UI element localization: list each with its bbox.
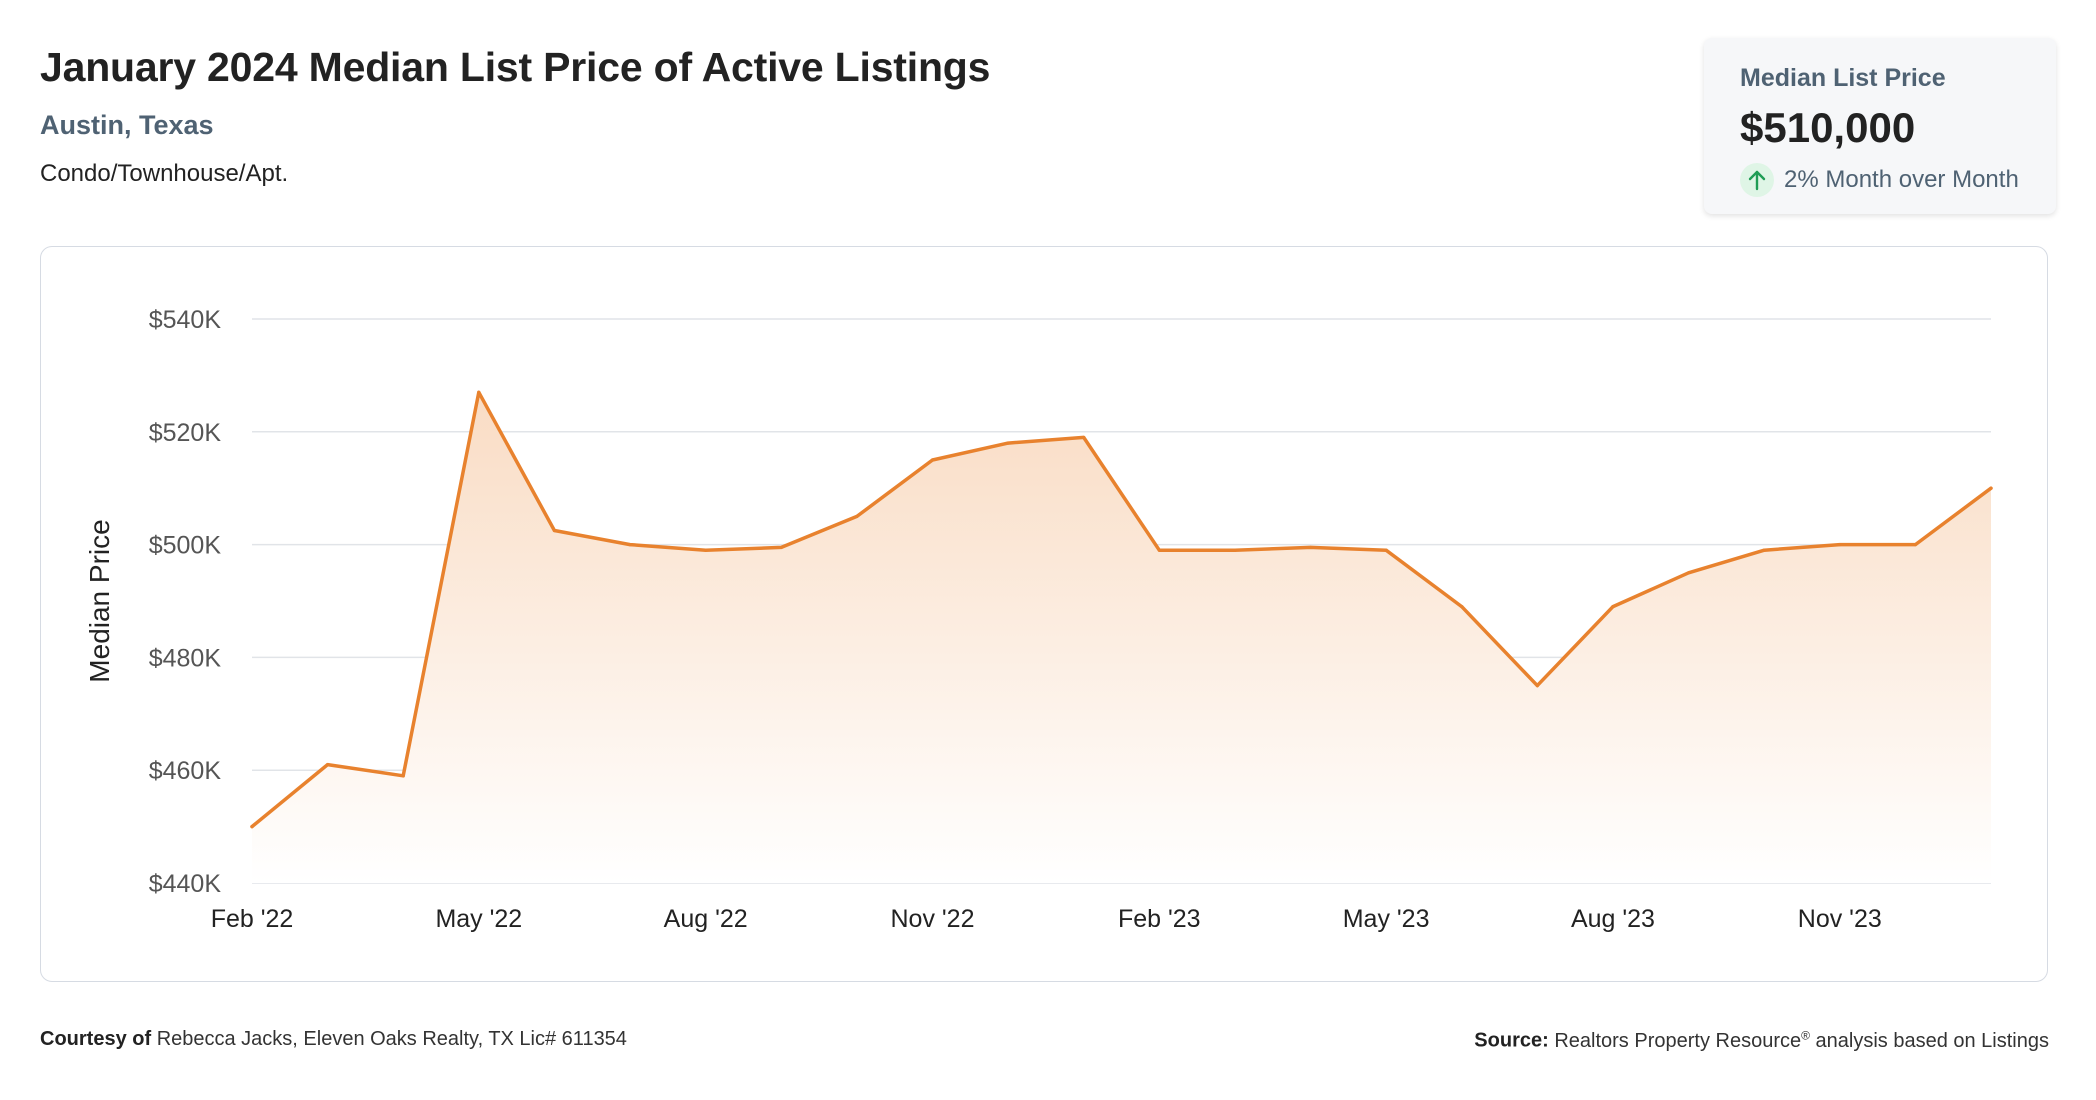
data-point xyxy=(1762,548,1766,552)
data-point xyxy=(704,548,708,552)
footer-source: Source: Realtors Property Resource® anal… xyxy=(1474,1028,2049,1053)
x-axis-ticks: Feb '22 May '22 Aug '22 Nov '22 Feb '23 May '… xyxy=(211,905,1882,933)
y-tick-label: $540K xyxy=(149,306,222,334)
source-name: Realtors Property Resource xyxy=(1554,1029,1802,1052)
property-type-label: Condo/Townhouse/Apt. xyxy=(40,160,289,187)
summary-label: Median List Price xyxy=(1740,64,1946,92)
source-label: Source: xyxy=(1474,1029,1549,1052)
summary-change-text: 2% Month over Month xyxy=(1784,166,2019,193)
x-tick-label: Feb '23 xyxy=(1118,905,1201,933)
data-point xyxy=(628,543,632,547)
data-point xyxy=(930,458,935,462)
data-points xyxy=(250,390,1993,829)
page-title: January 2024 Median List Price of Active… xyxy=(40,44,991,90)
footer-courtesy: Courtesy of Rebecca Jacks, Eleven Oaks R… xyxy=(40,1028,627,1051)
data-point xyxy=(1611,605,1615,609)
y-tick-label: $500K xyxy=(149,532,222,560)
y-tick-label: $460K xyxy=(149,757,222,785)
courtesy-text: Rebecca Jacks, Eleven Oaks Realty, TX Li… xyxy=(156,1028,627,1050)
series-line xyxy=(250,390,1993,829)
x-tick-label: May '22 xyxy=(435,905,522,933)
x-tick-label: May '23 xyxy=(1343,905,1430,933)
data-point xyxy=(1838,543,1842,547)
y-tick-label: $520K xyxy=(149,419,222,447)
source-suffix: analysis based on Listings xyxy=(1809,1029,2050,1052)
data-point xyxy=(1989,486,1993,490)
data-point xyxy=(1913,543,1917,547)
data-point xyxy=(1157,548,1161,552)
x-tick-label: Aug '23 xyxy=(1571,905,1655,933)
data-point xyxy=(1308,545,1313,550)
x-tick-label: Aug '22 xyxy=(664,905,748,933)
data-point xyxy=(326,762,330,767)
data-point xyxy=(552,528,557,533)
source-text: Realtors Property Resource® analysis bas… xyxy=(1554,1028,2050,1052)
registered-mark: ® xyxy=(1801,1028,1810,1042)
x-tick-label: Nov '23 xyxy=(1798,905,1882,933)
data-point xyxy=(1233,548,1237,552)
courtesy-label: Courtesy of xyxy=(40,1028,152,1050)
x-tick-label: Nov '22 xyxy=(890,905,974,933)
data-point xyxy=(1384,548,1388,552)
median-price-chart: $440K $460K $480K $500K $520K $540K Feb '22 Ma… xyxy=(84,306,1993,933)
data-point xyxy=(1686,571,1691,575)
y-axis-title: Median Price xyxy=(84,519,115,682)
summary-card: Median List Price $510,000 2% Month over… xyxy=(1704,38,2056,214)
x-tick-label: Feb '22 xyxy=(211,905,294,933)
series-line-path xyxy=(250,390,1993,829)
data-point xyxy=(401,774,405,778)
data-point xyxy=(1535,684,1539,688)
data-point xyxy=(1006,441,1010,445)
arrow-up-icon xyxy=(1740,163,1774,197)
location-label: Austin, Texas xyxy=(40,110,214,140)
y-tick-label: $480K xyxy=(149,644,222,672)
data-point xyxy=(1082,435,1086,440)
data-point xyxy=(250,825,254,829)
data-point xyxy=(779,545,783,550)
summary-change: 2% Month over Month xyxy=(1740,162,2019,198)
data-point xyxy=(1460,605,1464,609)
y-axis-ticks: $440K $460K $480K $500K $520K $540K xyxy=(149,306,222,898)
area-fill-shape xyxy=(252,392,1991,883)
chart-panel: $440K $460K $480K $500K $520K $540K Feb '22 Ma… xyxy=(40,246,2048,982)
data-point xyxy=(477,390,481,394)
summary-value: $510,000 xyxy=(1740,104,1916,151)
y-tick-label: $440K xyxy=(149,870,222,898)
area-fill xyxy=(252,392,1991,883)
data-point xyxy=(855,514,859,518)
